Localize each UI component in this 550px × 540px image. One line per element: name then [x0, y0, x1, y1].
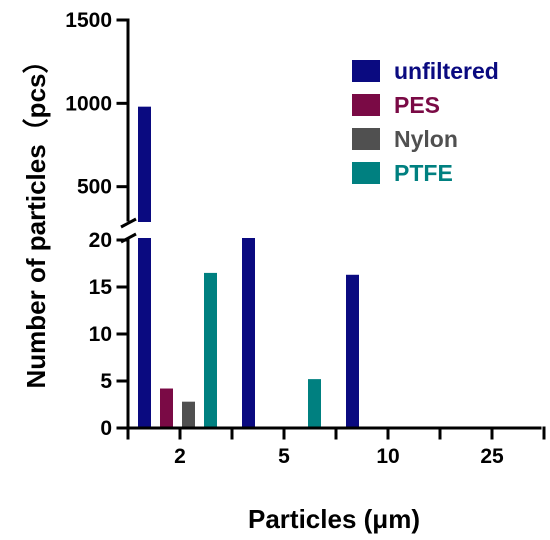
bar-unfiltered-2: [138, 106, 151, 429]
x-tick-label: 2: [174, 445, 186, 468]
y-tick-label: 1500: [65, 9, 112, 32]
bar-break-gap: [241, 222, 256, 238]
bar-ptfe-2: [204, 272, 217, 428]
legend-swatch-nylon: [352, 128, 380, 150]
y-tick-label: 1000: [65, 92, 112, 115]
axis-break-mark: [120, 217, 137, 229]
bar-nylon-2: [182, 401, 195, 428]
legend-swatch-ptfe: [352, 162, 380, 184]
legend-swatch-pes: [352, 94, 380, 116]
bars-group: [137, 106, 359, 429]
legend-label-pes: PES: [394, 92, 440, 118]
legend-label-unfiltered: unfiltered: [394, 58, 499, 84]
y-tick-label: 15: [89, 276, 113, 299]
x-axis-title: Particles (μm): [248, 504, 420, 534]
bar-unfiltered-5: [242, 236, 255, 428]
x-tick-label: 25: [480, 445, 504, 468]
x-tick-label: 5: [278, 445, 290, 468]
y-tick-label: 500: [77, 176, 112, 199]
y-tick-label: 0: [100, 417, 112, 440]
x-tick-label: 10: [376, 445, 399, 468]
legend-swatch-unfiltered: [352, 60, 380, 82]
legend-label-nylon: Nylon: [394, 126, 458, 152]
bar-pes-2: [160, 388, 173, 428]
legend: unfiltered PES Nylon PTFE: [352, 58, 499, 186]
bar-break-gap: [137, 222, 152, 238]
bar-ptfe-5: [308, 379, 321, 428]
bar-unfiltered-10: [346, 274, 359, 428]
y-tick-label: 20: [89, 229, 112, 252]
y-tick-label: 10: [89, 323, 112, 346]
legend-label-ptfe: PTFE: [394, 160, 453, 186]
y-tick-label: 5: [100, 370, 112, 393]
y-axis-title: Number of particles（pcs）: [21, 48, 51, 389]
